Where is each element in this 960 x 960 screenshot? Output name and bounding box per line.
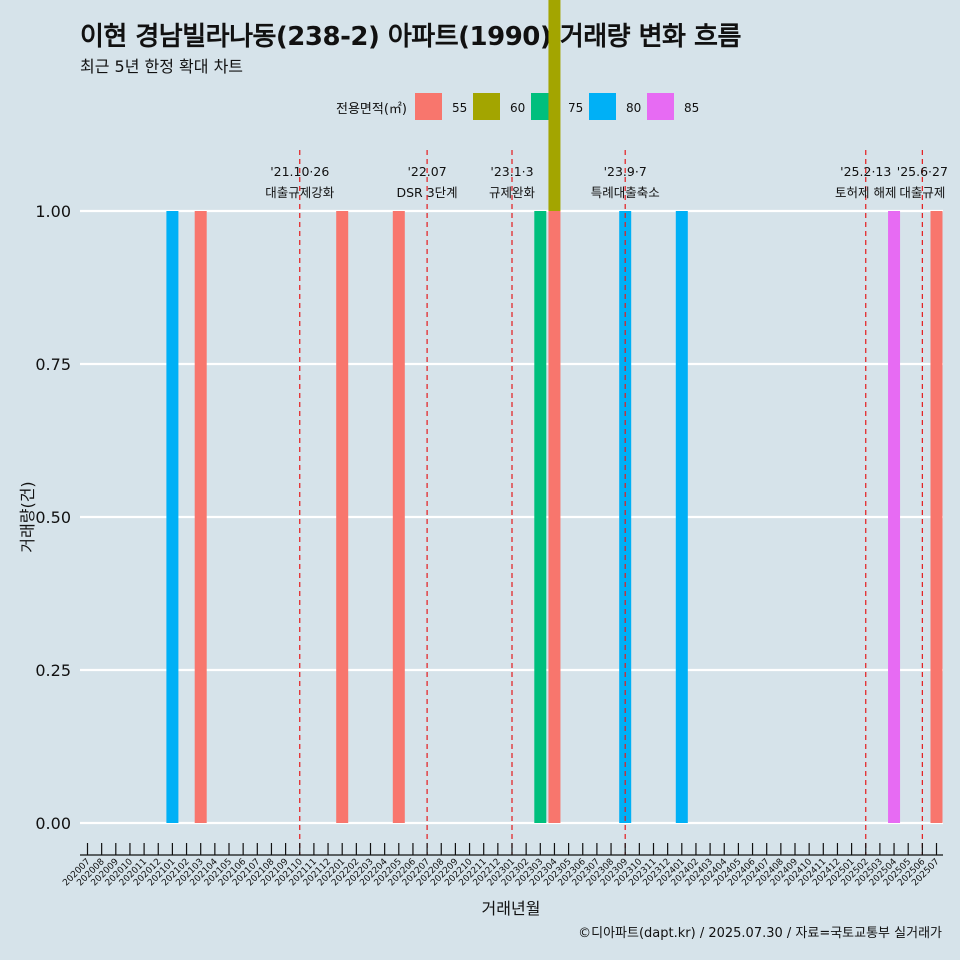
event-date-label: '23.9·7 (604, 164, 647, 179)
event-name-label: 대출규제강화 (265, 185, 335, 200)
y-axis-label: 거래량(건) (18, 481, 37, 552)
legend-swatch-60 (473, 93, 500, 120)
bar-202205-55 (392, 211, 405, 823)
event-markers: '21.10·26 대출규제강화 '22.07 DSR 3단계 '23.1·3 규제완화 '… (265, 150, 948, 855)
y-axis: 0.00 0.25 0.50 0.75 1.00 (35, 202, 71, 833)
legend: 전용면적(㎡) 55 60 75 80 85 (336, 93, 699, 120)
bar-202101-80 (166, 211, 179, 823)
event-name-label: 대출규제 (899, 185, 945, 200)
grid-lines (80, 209, 943, 825)
event-name-label: 특례대출축소 (591, 185, 660, 200)
bar-202201-55 (336, 211, 349, 823)
event-name-label: 토허제 해제 (835, 185, 896, 200)
chart-subtitle: 최근 5년 한정 확대 차트 (80, 57, 244, 76)
bar-202304-55 (548, 211, 561, 823)
x-axis-label: 거래년월 (482, 899, 541, 918)
legend-swatch-85 (647, 93, 674, 120)
legend-swatch-80 (589, 93, 616, 120)
legend-title: 전용면적(㎡) (336, 102, 407, 117)
bar-202309-80 (619, 211, 632, 823)
y-tick-label: 0.50 (35, 508, 71, 527)
bar-202504-85 (888, 211, 901, 823)
event-date-label: '25.6·27 (897, 164, 948, 179)
x-axis: 2020072020082020092020102020112020122021… (61, 843, 943, 888)
legend-swatch-55 (415, 93, 442, 120)
event-date-label: '25.2·13 (840, 164, 891, 179)
y-tick-label: 0.75 (35, 355, 71, 374)
event-date-label: '23.1·3 (490, 164, 533, 179)
legend-label-75: 75 (568, 101, 583, 115)
legend-label-55: 55 (452, 101, 467, 115)
bar-202401-80 (675, 211, 688, 823)
legend-label-85: 85 (684, 101, 699, 115)
bar-202303-75 (534, 211, 547, 823)
bar-202507-55 (930, 211, 943, 823)
event-date-label: '22.07 (407, 164, 446, 179)
legend-label-60: 60 (510, 101, 525, 115)
bar-202304-60 (548, 0, 561, 211)
y-tick-label: 0.00 (35, 814, 71, 833)
chart-title: 이현 경남빌라나동(238-2) 아파트(1990) 거래량 변화 흐름 (80, 22, 741, 52)
event-date-label: '21.10·26 (270, 164, 329, 179)
legend-label-80: 80 (626, 101, 641, 115)
y-tick-label: 1.00 (35, 202, 71, 221)
y-tick-label: 0.25 (35, 661, 71, 680)
bar-202103-55 (194, 211, 207, 823)
event-name-label: DSR 3단계 (397, 185, 458, 200)
event-name-label: 규제완화 (489, 185, 536, 200)
bars (166, 0, 943, 823)
source-caption: ©디아파트(dapt.kr) / 2025.07.30 / 자료=국토교통부 실… (578, 926, 942, 941)
